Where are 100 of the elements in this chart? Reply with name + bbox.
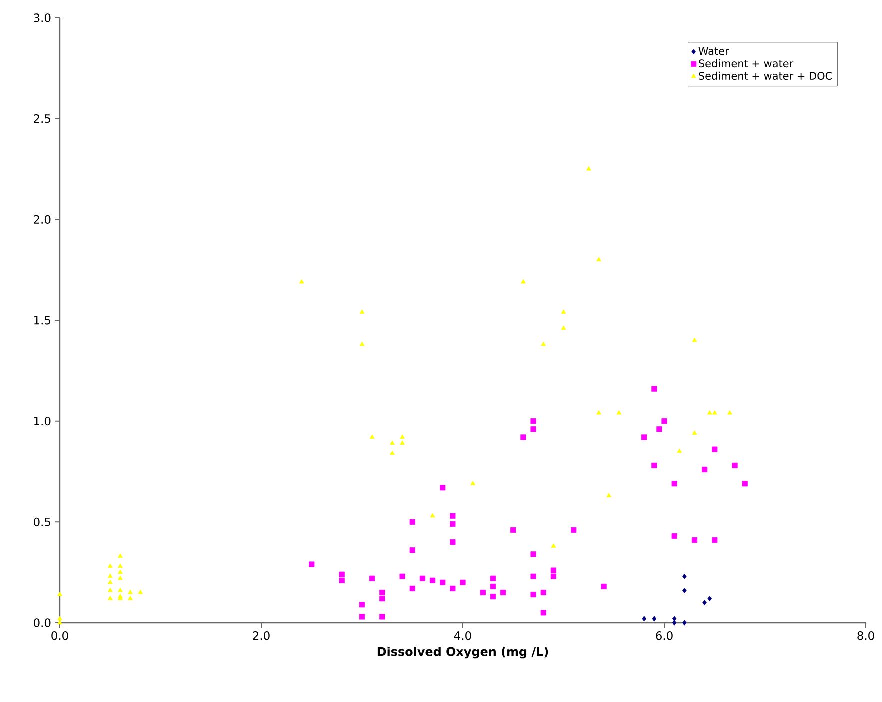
point: [520, 434, 526, 440]
point: [108, 596, 113, 600]
point: [728, 410, 732, 415]
point: [138, 590, 144, 594]
point: [450, 540, 456, 546]
point: [430, 578, 436, 584]
point: [440, 485, 446, 491]
point: [652, 386, 658, 392]
point: [400, 574, 406, 580]
point: [410, 548, 416, 554]
point: [108, 564, 113, 568]
point: [370, 576, 376, 582]
point: [380, 596, 386, 602]
y-tick-label: 1.5: [34, 316, 50, 325]
point: [742, 481, 748, 487]
x-tick-label: 0.0: [52, 632, 68, 640]
y-tick-label: 2.5: [34, 114, 50, 124]
point: [58, 592, 62, 596]
point: [360, 342, 365, 346]
point: [682, 620, 687, 626]
point: [540, 590, 546, 596]
legend-label: Water: [698, 47, 730, 56]
point: [490, 576, 496, 582]
point: [530, 574, 536, 580]
x-tick-label: 2.0: [253, 632, 270, 640]
point: [430, 513, 436, 518]
point: [470, 481, 476, 486]
y-tick-label: 0.5: [34, 518, 50, 526]
y-tick-label: 0.0: [34, 618, 51, 628]
point: [390, 440, 395, 446]
x-tick-label: 4.0: [454, 632, 472, 640]
point: [400, 440, 405, 446]
point: [596, 257, 602, 262]
point: [521, 279, 526, 284]
point: [359, 602, 366, 608]
point: [440, 580, 446, 586]
point: [410, 586, 416, 592]
point: [551, 544, 556, 548]
point: [586, 166, 592, 171]
point: [672, 620, 677, 626]
point: [410, 519, 416, 525]
point: [550, 574, 556, 580]
point: [702, 600, 707, 606]
point: [380, 614, 386, 620]
point: [561, 326, 566, 330]
point: [118, 588, 123, 592]
point: [420, 576, 426, 582]
x-axis-title: Dissolved Oxygen (mg /L): [378, 647, 548, 659]
point: [108, 588, 113, 592]
point: [359, 614, 366, 620]
point: [672, 481, 678, 487]
point: [309, 562, 315, 568]
point: [707, 410, 712, 415]
point: [299, 279, 304, 284]
point: [702, 466, 708, 473]
point: [606, 493, 612, 498]
point: [652, 616, 657, 622]
point: [58, 620, 62, 624]
point: [490, 584, 496, 590]
point: [652, 462, 658, 468]
point: [380, 590, 386, 596]
point: [118, 570, 123, 574]
point: [656, 426, 662, 432]
point: [616, 410, 622, 415]
point: [339, 572, 345, 578]
point: [662, 418, 668, 424]
point: [712, 538, 718, 544]
point: [450, 521, 456, 527]
point: [601, 584, 607, 590]
y-tick-label: 1.0: [34, 417, 51, 426]
point: [530, 426, 536, 432]
point: [128, 596, 133, 600]
point: [672, 533, 678, 540]
legend-label: Sediment + water + DOC: [699, 72, 832, 80]
x-tick-label: 8.0: [858, 632, 874, 640]
point: [500, 590, 506, 596]
point: [540, 610, 546, 616]
point: [118, 564, 123, 568]
point: [370, 434, 375, 439]
point: [108, 574, 113, 578]
x-tick-label: 6.0: [656, 632, 673, 640]
point: [118, 554, 123, 558]
point: [360, 310, 365, 314]
point: [712, 446, 718, 452]
point: [732, 462, 738, 468]
point: [339, 578, 345, 584]
point: [530, 418, 536, 424]
point: [571, 527, 577, 534]
point: [530, 592, 536, 598]
point: [596, 410, 602, 415]
point: [510, 527, 516, 534]
point: [530, 552, 536, 558]
point: [708, 596, 712, 602]
point: [460, 580, 466, 586]
point: [390, 450, 395, 456]
point: [450, 586, 456, 592]
point: [490, 594, 496, 600]
point: [108, 580, 113, 584]
point: [682, 574, 687, 580]
point: [541, 342, 546, 346]
